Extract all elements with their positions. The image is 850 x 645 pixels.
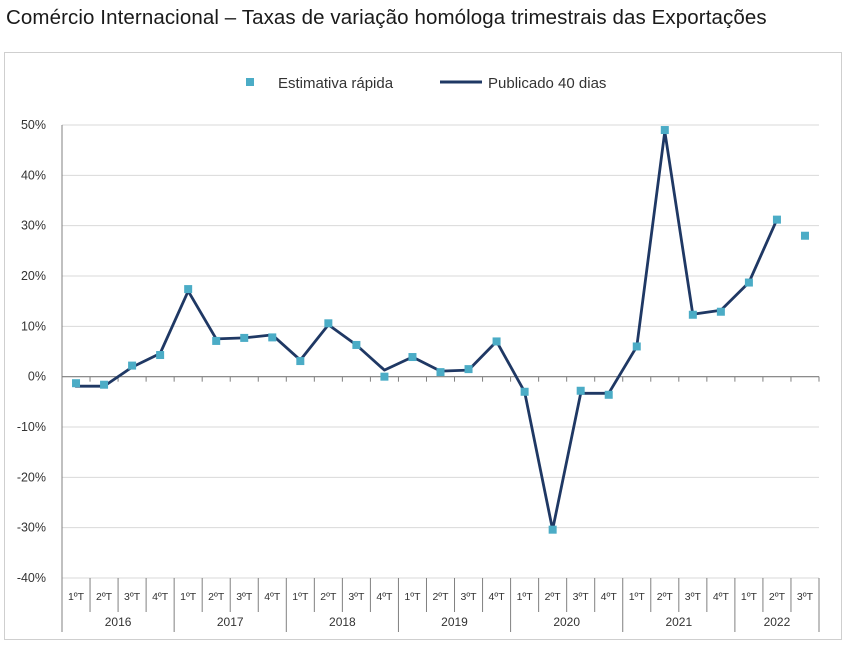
y-tick-label: 30% bbox=[21, 219, 46, 233]
x-tick-label: 4ºT bbox=[601, 591, 618, 603]
chart-title: Comércio Internacional – Taxas de variaç… bbox=[6, 6, 767, 29]
x-tick-label: 2ºT bbox=[432, 591, 449, 603]
x-tick-label: 1ºT bbox=[629, 591, 646, 603]
year-label: 2020 bbox=[553, 615, 580, 629]
data-point-estimativa-rapida bbox=[156, 351, 165, 360]
x-tick-label: 2ºT bbox=[208, 591, 225, 603]
year-label: 2018 bbox=[329, 615, 356, 629]
data-point-estimativa-rapida bbox=[660, 126, 669, 135]
x-tick-label: 2ºT bbox=[320, 591, 337, 603]
data-point-estimativa-rapida bbox=[688, 310, 697, 319]
data-point-estimativa-rapida bbox=[240, 333, 249, 342]
x-tick-label: 3ºT bbox=[573, 591, 590, 603]
x-tick-label: 2ºT bbox=[96, 591, 113, 603]
data-point-estimativa-rapida bbox=[492, 337, 501, 346]
y-tick-label: 0% bbox=[28, 370, 46, 384]
year-label: 2017 bbox=[217, 615, 244, 629]
data-point-estimativa-rapida bbox=[324, 319, 333, 328]
data-point-estimativa-rapida bbox=[296, 357, 305, 366]
x-tick-label: 4ºT bbox=[489, 591, 506, 603]
axes bbox=[61, 125, 820, 632]
data-point-estimativa-rapida bbox=[716, 307, 725, 316]
y-tick-label: 10% bbox=[21, 319, 46, 333]
x-tick-label: 3ºT bbox=[236, 591, 253, 603]
legend-label-publicado-40-dias: Publicado 40 dias bbox=[488, 75, 606, 92]
y-axis-ticks: -40% -30% -20% -10% 0% 10% 20% 30% 40% 50% bbox=[17, 118, 46, 585]
x-tick-label: 2ºT bbox=[545, 591, 562, 603]
x-tick-label: 3ºT bbox=[124, 591, 141, 603]
x-tick-label: 1ºT bbox=[180, 591, 197, 603]
x-tick-label: 1ºT bbox=[292, 591, 309, 603]
x-tick-label: 3ºT bbox=[685, 591, 702, 603]
data-point-estimativa-rapida bbox=[436, 368, 445, 377]
x-tick-label: 4ºT bbox=[264, 591, 281, 603]
data-point-estimativa-rapida bbox=[408, 353, 417, 362]
data-point-estimativa-rapida bbox=[576, 386, 585, 395]
y-tick-label: -20% bbox=[17, 470, 46, 484]
x-tick-label: 1ºT bbox=[404, 591, 421, 603]
year-label: 2022 bbox=[764, 615, 791, 629]
data-point-estimativa-rapida bbox=[744, 278, 753, 287]
chart-frame bbox=[4, 52, 842, 640]
x-tick-label: 4ºT bbox=[713, 591, 730, 603]
data-point-estimativa-rapida bbox=[604, 390, 613, 399]
x-tick-label: 1ºT bbox=[517, 591, 534, 603]
data-point-estimativa-rapida bbox=[100, 380, 109, 389]
x-tick-label: 4ºT bbox=[376, 591, 393, 603]
series-publicado-40-dias bbox=[74, 130, 779, 532]
legend-label-estimativa-rapida: Estimativa rápida bbox=[278, 75, 394, 92]
data-point-estimativa-rapida bbox=[212, 336, 221, 345]
series-estimativa-rapida bbox=[72, 126, 809, 534]
data-point-estimativa-rapida bbox=[184, 285, 193, 294]
x-tick-label: 3ºT bbox=[797, 591, 814, 603]
data-point-estimativa-rapida bbox=[128, 361, 137, 370]
x-tick-label: 1ºT bbox=[68, 591, 85, 603]
x-axis-ticks: 1ºT 2ºT 3ºT 4ºT 1ºT 2ºT 3ºT 4ºT 1ºT 2ºT 3ºT 4ºT 1ºT 2… bbox=[68, 591, 814, 629]
series-line-publicado-40-dias bbox=[74, 130, 779, 532]
data-point-estimativa-rapida bbox=[352, 340, 361, 349]
y-tick-label: 40% bbox=[21, 168, 46, 182]
gridlines bbox=[62, 124, 819, 579]
x-tick-label: 3ºT bbox=[348, 591, 365, 603]
x-tick-label: 2ºT bbox=[769, 591, 786, 603]
year-label: 2016 bbox=[105, 615, 132, 629]
y-tick-label: -40% bbox=[17, 571, 46, 585]
year-label: 2019 bbox=[441, 615, 468, 629]
data-point-estimativa-rapida bbox=[548, 525, 557, 534]
data-point-estimativa-rapida bbox=[380, 372, 389, 381]
legend: Estimativa rápida Publicado 40 dias bbox=[246, 75, 606, 92]
y-tick-label: -30% bbox=[17, 521, 46, 535]
x-tick-label: 2ºT bbox=[657, 591, 674, 603]
data-point-estimativa-rapida bbox=[800, 231, 809, 240]
data-point-estimativa-rapida bbox=[72, 379, 81, 388]
data-point-estimativa-rapida bbox=[268, 333, 277, 342]
legend-marker-estimativa-rapida bbox=[246, 78, 254, 86]
year-label: 2021 bbox=[665, 615, 692, 629]
x-tick-label: 1ºT bbox=[741, 591, 758, 603]
data-point-estimativa-rapida bbox=[464, 365, 473, 374]
y-tick-label: -10% bbox=[17, 420, 46, 434]
x-tick-label: 4ºT bbox=[152, 591, 169, 603]
y-tick-label: 50% bbox=[21, 118, 46, 132]
data-point-estimativa-rapida bbox=[520, 387, 529, 396]
data-point-estimativa-rapida bbox=[632, 342, 641, 351]
y-tick-label: 20% bbox=[21, 269, 46, 283]
x-tick-label: 3ºT bbox=[460, 591, 477, 603]
data-point-estimativa-rapida bbox=[772, 215, 781, 224]
